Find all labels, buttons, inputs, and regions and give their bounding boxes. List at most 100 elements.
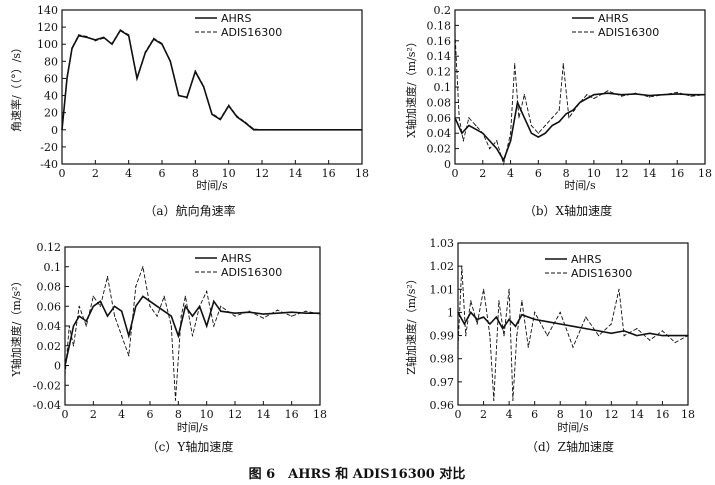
x-tick-label: 0 [62, 408, 69, 421]
data-point [476, 318, 478, 320]
data-point [278, 129, 280, 131]
data-point [156, 305, 158, 307]
data-point [503, 335, 505, 337]
data-point [496, 148, 498, 150]
x-tick-label: 14 [288, 167, 302, 180]
data-point [328, 129, 330, 131]
data-point [508, 288, 510, 290]
x-tick-label: 18 [681, 408, 695, 421]
data-point [503, 159, 505, 161]
data-point [618, 288, 620, 290]
figure-caption: 图 6 AHRS 和 ADIS16300 对比 [249, 466, 466, 482]
x-tick-label: 8 [563, 167, 570, 180]
y-tick-label: -0.04 [33, 399, 61, 412]
data-point [234, 315, 236, 317]
x-tick-label: 6 [147, 408, 154, 421]
data-point [462, 140, 464, 142]
data-point [512, 399, 514, 401]
data-point [94, 40, 96, 42]
data-point [530, 124, 533, 127]
data-point [457, 346, 459, 348]
legend-label: AHRS [221, 12, 251, 25]
chart-d: 0 2 4 6 8 10 12 14 16 18 0.96 0.97 0.98 0.99 1 1.01 1.02… [404, 237, 695, 454]
data-point [458, 117, 460, 119]
data-point [516, 335, 518, 337]
data-point [527, 346, 529, 348]
data-point [610, 323, 612, 325]
data-point [220, 310, 222, 312]
data-point [623, 335, 625, 337]
data-point [676, 93, 678, 95]
data-point [305, 312, 307, 314]
y-tick-label: 1.01 [430, 283, 455, 296]
x-axis-label: 时间/s [196, 179, 228, 192]
series-line-ahrs [64, 295, 320, 366]
x-tick-label: 18 [355, 167, 369, 180]
data-point [262, 317, 264, 319]
data-point [565, 113, 567, 115]
data-point [636, 335, 638, 337]
data-point [170, 325, 172, 327]
data-point [177, 335, 179, 337]
data-point [170, 315, 172, 317]
x-tick-label: 14 [642, 167, 656, 180]
data-point [128, 335, 130, 337]
y-tick-label: 1.02 [430, 260, 455, 273]
y-tick-label: 0.96 [430, 399, 455, 412]
data-point [489, 140, 491, 142]
x-tick-label: 14 [630, 408, 644, 421]
x-tick-label: 2 [92, 167, 99, 180]
series-line-adis16300 [61, 29, 362, 131]
data-point [78, 34, 80, 36]
data-point [194, 70, 196, 72]
data-point [607, 92, 609, 94]
y-tick-label: 1 [447, 306, 454, 319]
data-point [228, 104, 230, 106]
plot-frame [454, 9, 706, 165]
data-point [203, 85, 205, 87]
data-point [676, 91, 678, 93]
x-tick-label: 16 [655, 408, 669, 421]
x-tick-label: 0 [452, 167, 459, 180]
legend-label: ADIS16300 [221, 26, 282, 39]
y-tick-label: 0.1 [434, 81, 452, 94]
data-point [213, 325, 215, 327]
y-tick-label: 0.2 [434, 4, 452, 17]
data-point [72, 325, 75, 327]
x-tick-label: 2 [480, 408, 487, 421]
x-tick-label: 4 [118, 408, 125, 421]
subplot-caption: （c）Y轴加速度 [147, 439, 234, 454]
data-point [489, 335, 491, 337]
data-point [61, 129, 63, 131]
data-point [489, 323, 491, 325]
data-point [169, 59, 171, 62]
data-point [111, 42, 113, 45]
data-point [78, 305, 80, 307]
data-point [186, 97, 188, 99]
x-tick-label: 10 [587, 167, 601, 180]
data-point [135, 285, 137, 288]
data-point [149, 305, 151, 307]
y-tick-label: 0.99 [430, 330, 455, 343]
data-point [244, 121, 246, 123]
data-point [551, 124, 553, 127]
data-point [475, 128, 477, 130]
data-point [468, 117, 470, 119]
y-tick-label: 40 [44, 90, 58, 103]
data-point [470, 300, 472, 302]
data-point [199, 305, 201, 307]
chart-c: 0 2 4 6 8 10 12 14 16 18 -0.04 -0.02 0 0.02 0.04 0.06 0.… [9, 241, 327, 454]
chart-a: 0 2 4 6 8 10 12 14 16 18-40-20020406080100120140A… [9, 4, 369, 218]
data-point [598, 330, 600, 332]
data-point [572, 346, 574, 348]
data-point [514, 325, 517, 327]
data-point [184, 295, 186, 297]
data-point [121, 335, 123, 337]
data-point [206, 325, 208, 327]
x-tick-label: 12 [615, 167, 629, 180]
data-point [291, 315, 293, 317]
data-point [128, 34, 130, 36]
data-point [191, 315, 194, 317]
x-tick-label: 8 [192, 167, 199, 180]
data-point [546, 335, 549, 337]
